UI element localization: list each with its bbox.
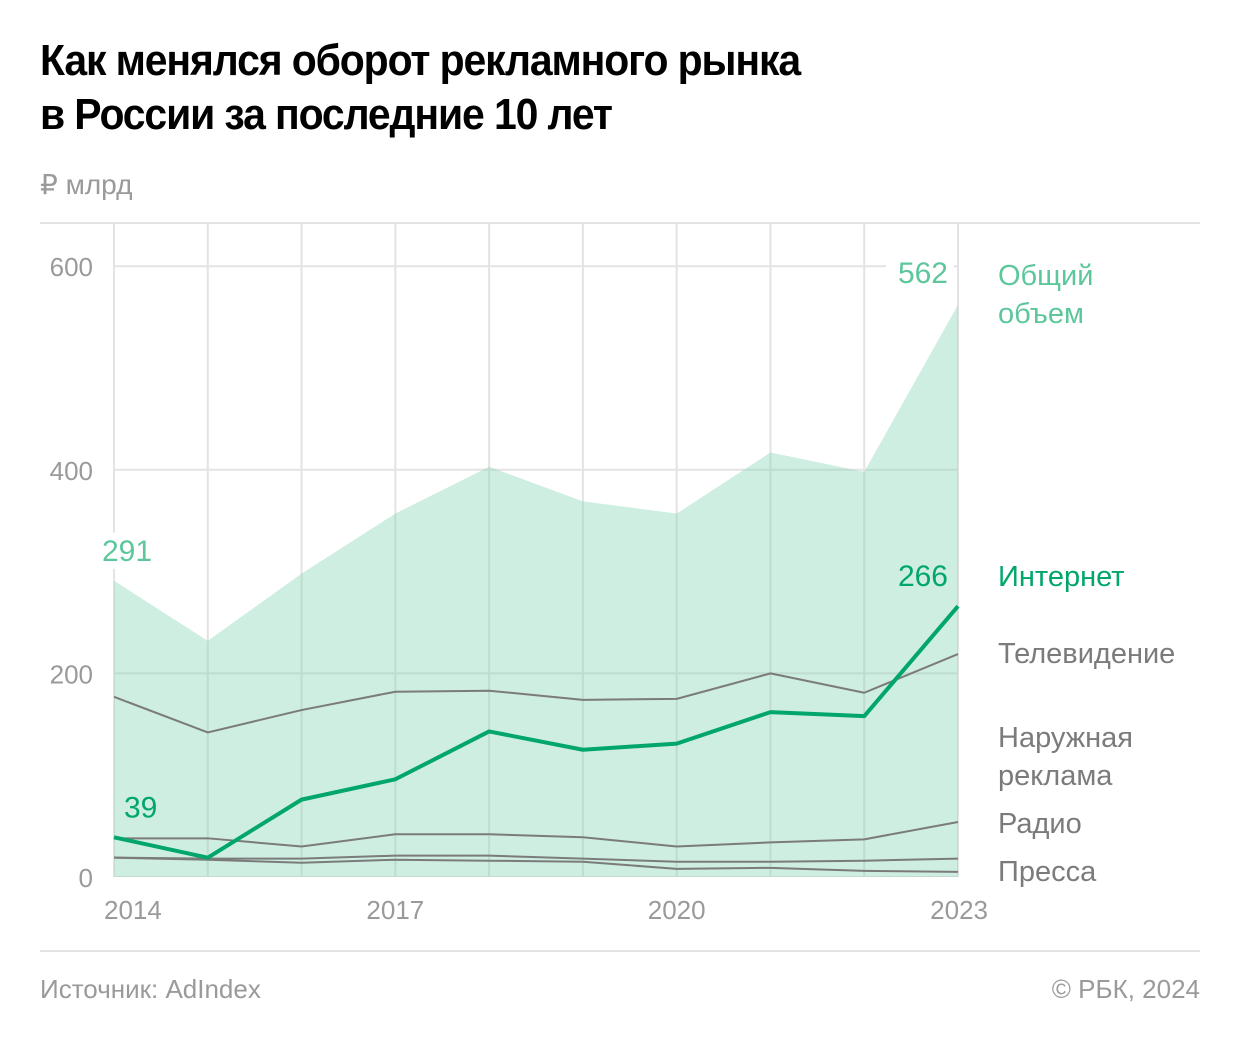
series-line-наружная-реклама (114, 821, 959, 848)
series-line-телевидение (113, 653, 959, 734)
top-divider (40, 222, 1200, 224)
y-tick-label: 200 (50, 659, 93, 689)
label-backdrop (98, 532, 158, 569)
series-line-радио (113, 854, 959, 863)
unit-label: ₽ млрд (40, 169, 133, 200)
source-note: Источник: AdIndex (40, 974, 261, 1004)
total-area (114, 304, 958, 877)
copyright-note: © РБК, 2024 (1051, 974, 1200, 1004)
legend-item-радио: Радио (998, 808, 1082, 840)
y-tick-label: 0 (79, 863, 93, 893)
data-label-internet-2023: 266 (898, 560, 948, 593)
x-tick-label: 2014 (104, 895, 162, 925)
chart-title: Как менялся оборот рекламного рынка в Ро… (40, 34, 970, 142)
x-tick-label: 2017 (366, 895, 424, 925)
x-axis-ticks: 2014 2017 2020 2023 (104, 895, 988, 925)
series-line-интернет (113, 604, 960, 860)
legend-label-line: Общий (998, 260, 1093, 292)
y-tick-label: 600 (50, 252, 93, 282)
legend-item-наружная-реклама: Наружная реклама (998, 722, 1133, 792)
legend-label-line: Радио (998, 808, 1082, 840)
total-area-group (114, 304, 958, 877)
series-line-пресса (113, 856, 959, 873)
chart-title-line-2: в России за последние 10 лет (40, 90, 613, 139)
data-label-total-2023: 562 (898, 257, 948, 290)
label-backdrop (886, 254, 954, 291)
legend-label-line: Пресса (998, 856, 1097, 888)
data-label-internet-2014: 39 (124, 791, 157, 824)
bottom-divider (40, 950, 1200, 952)
series-lines (113, 604, 960, 873)
legend-item-телевидение: Телевидение (998, 638, 1175, 670)
legend-label-line: Телевидение (998, 638, 1175, 670)
legend-label-line: Интернет (998, 561, 1125, 593)
y-axis-ticks: 0 200 400 600 (50, 252, 93, 893)
data-label-total-2014: 291 (102, 535, 152, 568)
chart-title-line-1: Как менялся оборот рекламного рынка (40, 36, 801, 85)
legend-label-line: объем (998, 298, 1084, 330)
data-labels: 291 562 39 266 (98, 254, 954, 824)
legend-item-общий-объем: Общий объем (998, 260, 1093, 330)
x-tick-label: 2023 (930, 895, 988, 925)
y-tick-label: 400 (50, 456, 93, 486)
legend-label-line: Наружная (998, 722, 1133, 754)
legend-item-пресса: Пресса (998, 856, 1097, 888)
legend-label-line: реклама (998, 760, 1113, 792)
x-tick-label: 2020 (648, 895, 706, 925)
legend: Общий объем Интернет Телевидение Наружная рек… (998, 260, 1175, 888)
legend-item-интернет: Интернет (998, 561, 1125, 593)
